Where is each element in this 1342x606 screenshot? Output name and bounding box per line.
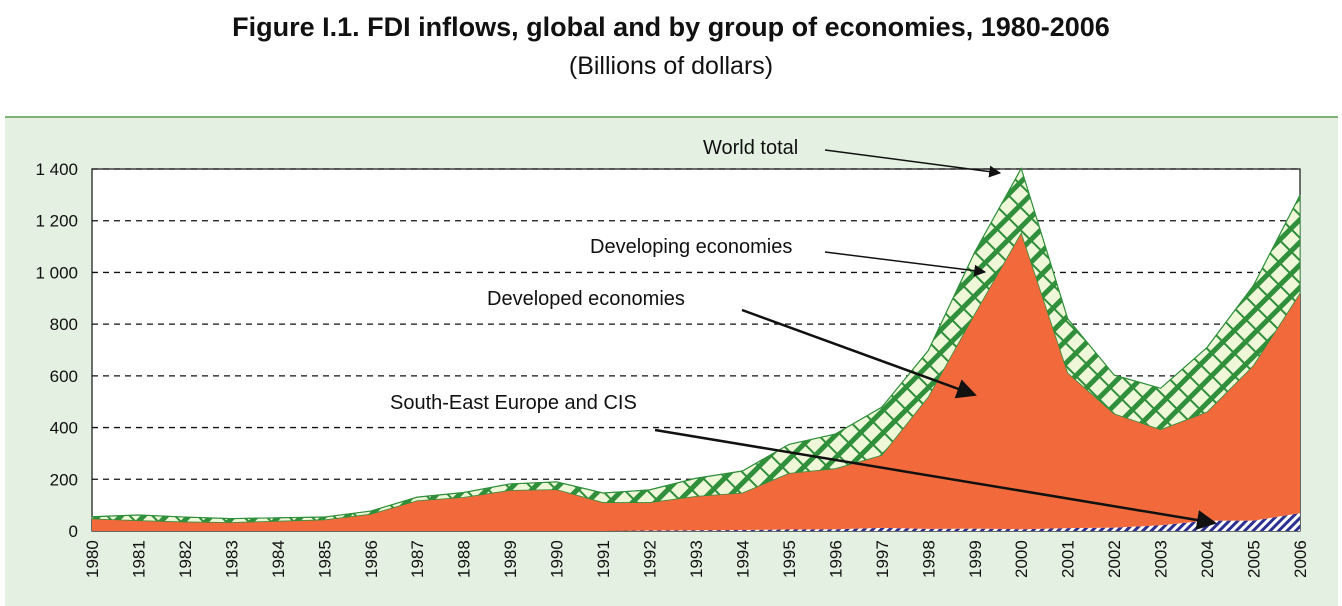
y-tick-label: 1 400 [35,160,78,179]
x-tick-label: 2004 [1198,540,1217,578]
annotation-developing-economies: Developing economies [590,236,792,258]
x-tick-label: 2001 [1059,540,1078,578]
annotation-developed-economies: Developed economies [487,288,685,310]
arrow-world-total [824,149,1002,178]
series-areas [91,166,1301,531]
x-tick-label: 2003 [1152,540,1171,578]
x-tick-label: 1999 [966,540,985,578]
x-tick-label: 1982 [176,540,195,578]
x-tick-label: 1991 [594,540,613,578]
annotation-world-total: World total [703,137,798,159]
y-axis-ticks: 0 200 400 600 800 1 000 1 200 1 400 [35,160,78,541]
area-developed-economies [92,233,1300,531]
x-tick-label: 1996 [826,540,845,578]
area-south-east-europe-cis [92,513,1300,531]
y-tick-label: 800 [50,315,78,334]
x-tick-label: 2002 [1105,540,1124,578]
x-tick-label: 1980 [83,540,102,578]
y-tick-label: 0 [69,522,78,541]
x-tick-label: 1997 [873,540,892,578]
y-tick-label: 1 000 [35,263,78,282]
y-tick-label: 400 [50,419,78,438]
x-tick-label: 1989 [501,540,520,578]
x-tick-label: 1986 [362,540,381,578]
annotations: World total Developing economies Develop… [390,137,1217,530]
x-tick-label: 1983 [222,540,241,578]
x-tick-label: 1987 [408,540,427,578]
x-tick-label: 1994 [733,540,752,578]
x-tick-label: 1988 [455,540,474,578]
x-tick-label: 1984 [269,540,288,578]
arrow-south-east-europe-cis [654,428,1217,530]
x-axis-ticks: 1980 1981 1982 1983 1984 1985 1986 1987 1988 1989… [83,540,1310,578]
y-tick-label: 600 [50,367,78,386]
x-tick-label: 1981 [129,540,148,578]
chart-title: Figure I.1. FDI inflows, global and by g… [232,12,1110,42]
annotation-south-east-europe-cis: South-East Europe and CIS [390,392,637,414]
x-tick-label: 2005 [1245,540,1264,578]
line-world-total [91,166,1301,520]
chart-subtitle: (Billions of dollars) [568,52,774,80]
x-tick-label: 2000 [1012,540,1031,578]
x-tick-label: 1995 [780,540,799,578]
arrow-developing-economies [824,251,987,277]
x-tick-label: 1992 [641,540,660,578]
x-tick-label: 1985 [315,540,334,578]
arrow-developed-economies [741,308,977,399]
x-tick-label: 1998 [919,540,938,578]
x-tick-label: 1990 [548,540,567,578]
x-tick-label: 2006 [1291,540,1310,578]
y-tick-label: 1 200 [35,212,78,231]
y-tick-label: 200 [50,470,78,489]
x-tick-label: 1993 [687,540,706,578]
